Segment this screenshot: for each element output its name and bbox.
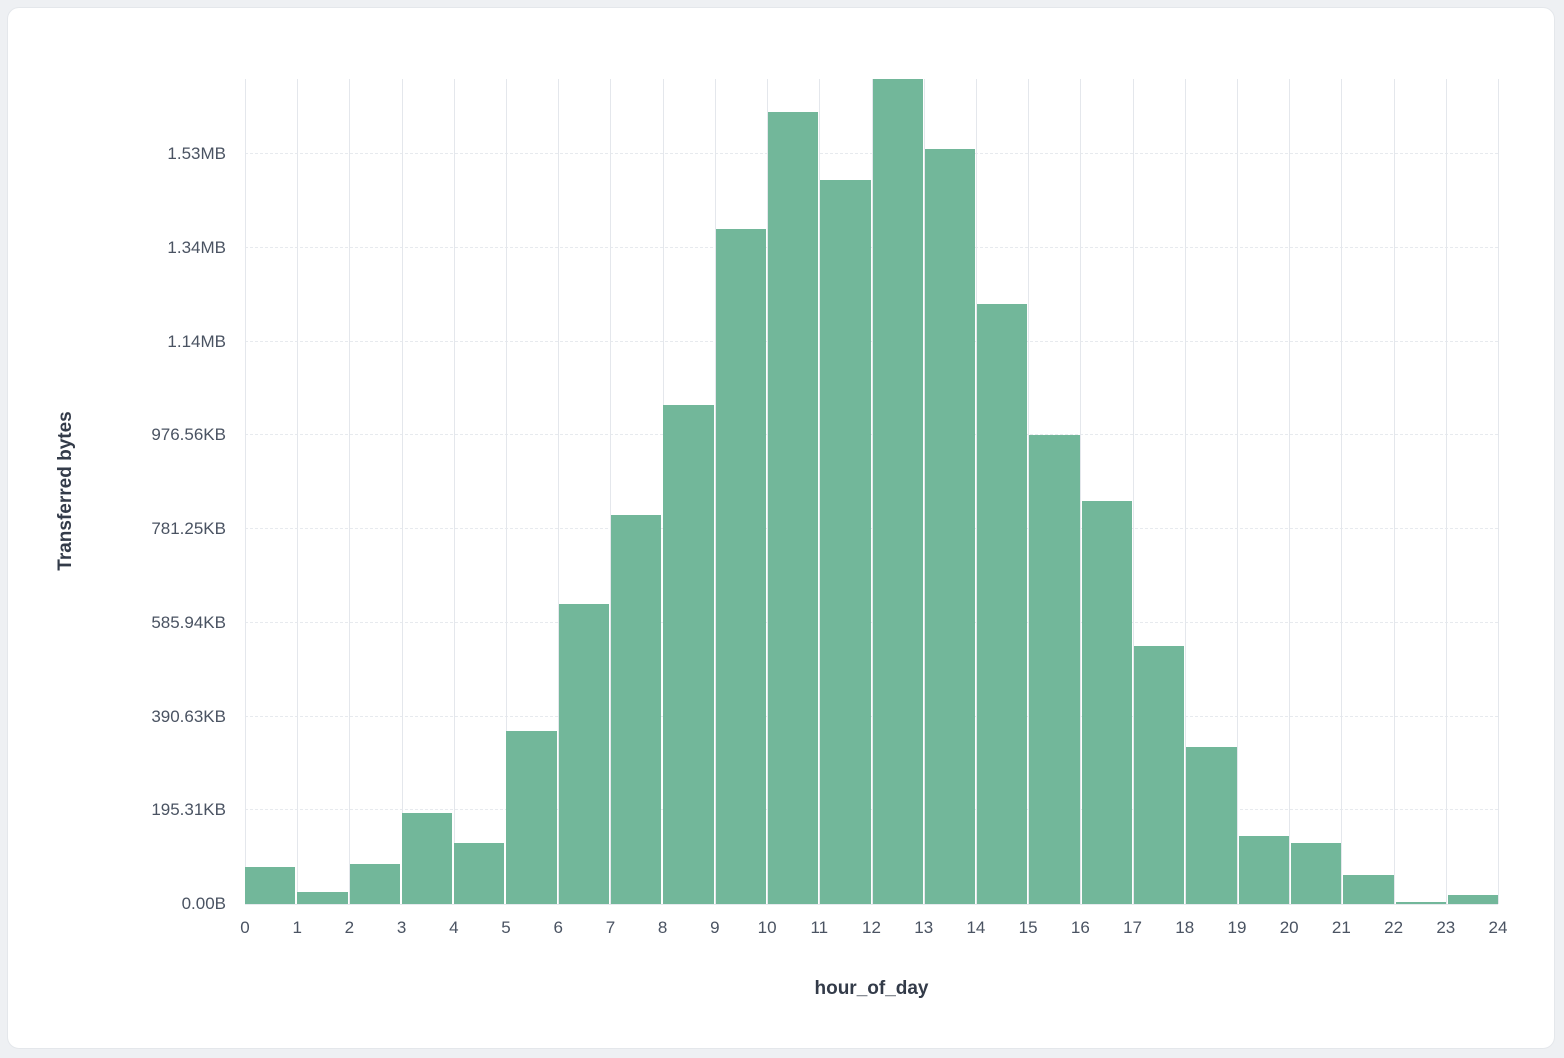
y-tick-label: 585.94KB xyxy=(151,612,226,632)
bar-hour-5-6[interactable] xyxy=(506,730,557,904)
x-tick-label: 24 xyxy=(1488,918,1508,937)
vertical-gridline xyxy=(1445,79,1447,904)
bar-hour-0-1[interactable] xyxy=(245,866,296,904)
bar-hour-13-14[interactable] xyxy=(924,149,976,904)
x-axis-tick-labels: 0 1 2 3 4 5 6 7 8 9 10 11 12 13 14 15 16 17 18 19 20 21 22 23 24 xyxy=(240,918,1507,948)
x-tick-label: 20 xyxy=(1279,918,1299,937)
vertical-gridline xyxy=(558,79,560,904)
vertical-gridline xyxy=(610,79,612,904)
vertical-gridline xyxy=(401,79,403,904)
bar-hour-18-19[interactable] xyxy=(1186,746,1237,904)
x-tick-label: 10 xyxy=(757,918,777,937)
bar-hour-15-16[interactable] xyxy=(1029,435,1080,904)
bar-hour-20-21[interactable] xyxy=(1290,843,1342,904)
bar-hour-11-12[interactable] xyxy=(820,179,871,904)
y-tick-label: 1.14MB xyxy=(167,331,226,351)
vertical-gridline xyxy=(1080,79,1082,904)
x-tick-label: 8 xyxy=(657,918,668,937)
x-tick-label: 17 xyxy=(1123,918,1142,937)
y-tick-label: 976.56KB xyxy=(151,425,226,445)
vertical-gridline xyxy=(871,79,873,904)
bar-hour-23-24[interactable] xyxy=(1447,894,1499,904)
bar-hour-10-11[interactable] xyxy=(767,111,819,904)
vertical-gridline xyxy=(1028,79,1030,904)
bar-hour-8-9[interactable] xyxy=(663,404,714,904)
bar-hour-12-13[interactable] xyxy=(872,79,923,904)
vertical-gridline xyxy=(1289,79,1291,904)
chart-card: Transferred bytes 0.00B 195.31KB 390.63KB 5… xyxy=(7,7,1555,1049)
bar-hour-3-4[interactable] xyxy=(401,812,453,904)
x-tick-label: 5 xyxy=(501,918,511,937)
x-axis-title: hour_of_day xyxy=(814,978,929,999)
x-tick-label: 16 xyxy=(1070,918,1090,937)
bar-hour-9-10[interactable] xyxy=(715,229,766,904)
bar-hour-14-15[interactable] xyxy=(977,304,1028,904)
bar-hour-16-17[interactable] xyxy=(1081,500,1133,904)
vertical-gridline xyxy=(245,79,246,904)
bar-hour-22-23[interactable] xyxy=(1395,902,1446,904)
vertical-gridline xyxy=(453,79,455,904)
vertical-gridline xyxy=(297,79,299,904)
x-tick-label: 9 xyxy=(710,918,720,937)
vertical-gridline xyxy=(714,79,716,904)
vertical-gridline xyxy=(349,79,351,904)
x-tick-label: 1 xyxy=(292,918,302,937)
vertical-gridline xyxy=(1184,79,1186,904)
vertical-gridline xyxy=(662,79,664,904)
vertical-gridline xyxy=(1236,79,1238,904)
vertical-gridline xyxy=(506,79,508,904)
x-tick-label: 7 xyxy=(605,918,616,937)
bar-hour-1-2[interactable] xyxy=(297,892,348,904)
x-tick-label: 18 xyxy=(1175,918,1195,937)
bar-hour-19-20[interactable] xyxy=(1238,836,1289,904)
x-tick-label: 12 xyxy=(862,918,881,937)
bar-hour-7-8[interactable] xyxy=(611,514,662,904)
bar-hour-17-18[interactable] xyxy=(1134,646,1185,904)
x-tick-label: 14 xyxy=(966,918,986,937)
y-tick-label: 195.31KB xyxy=(151,800,226,820)
vertical-gridline xyxy=(819,79,821,904)
bars-container xyxy=(245,79,1499,904)
x-tick-label: 11 xyxy=(810,918,829,937)
vertical-gridline xyxy=(1393,79,1395,904)
bar-hour-2-3[interactable] xyxy=(349,864,400,904)
vertical-gridline xyxy=(1498,79,1499,904)
y-axis-tick-labels: 0.00B 195.31KB 390.63KB 585.94KB 781.25KB 976… xyxy=(8,79,226,913)
bar-hour-21-22[interactable] xyxy=(1343,874,1394,904)
vertical-gridline xyxy=(767,79,769,904)
plot-area xyxy=(245,79,1499,905)
vertical-gridline xyxy=(975,79,977,904)
vertical-gridline xyxy=(1341,79,1343,904)
x-tick-label: 19 xyxy=(1227,918,1247,937)
y-tick-label: 390.63KB xyxy=(151,706,226,726)
y-tick-label: 1.34MB xyxy=(167,237,226,257)
y-tick-label: 781.25KB xyxy=(151,519,226,538)
y-tick-label: 0.00B xyxy=(181,894,226,913)
x-tick-label: 22 xyxy=(1384,918,1404,937)
vertical-gridline xyxy=(923,79,925,904)
bar-hour-6-7[interactable] xyxy=(558,604,610,904)
x-tick-label: 0 xyxy=(240,918,250,937)
vertical-gridline xyxy=(1132,79,1134,904)
x-tick-label: 21 xyxy=(1331,918,1351,937)
x-tick-label: 23 xyxy=(1436,918,1456,937)
x-tick-label: 15 xyxy=(1018,918,1038,937)
x-tick-label: 2 xyxy=(344,918,355,937)
y-tick-label: 1.53MB xyxy=(167,144,226,163)
x-tick-label: 13 xyxy=(914,918,934,937)
x-tick-label: 3 xyxy=(396,918,407,937)
bar-hour-4-5[interactable] xyxy=(454,843,505,904)
x-tick-label: 4 xyxy=(449,918,459,937)
x-tick-label: 6 xyxy=(553,918,563,937)
